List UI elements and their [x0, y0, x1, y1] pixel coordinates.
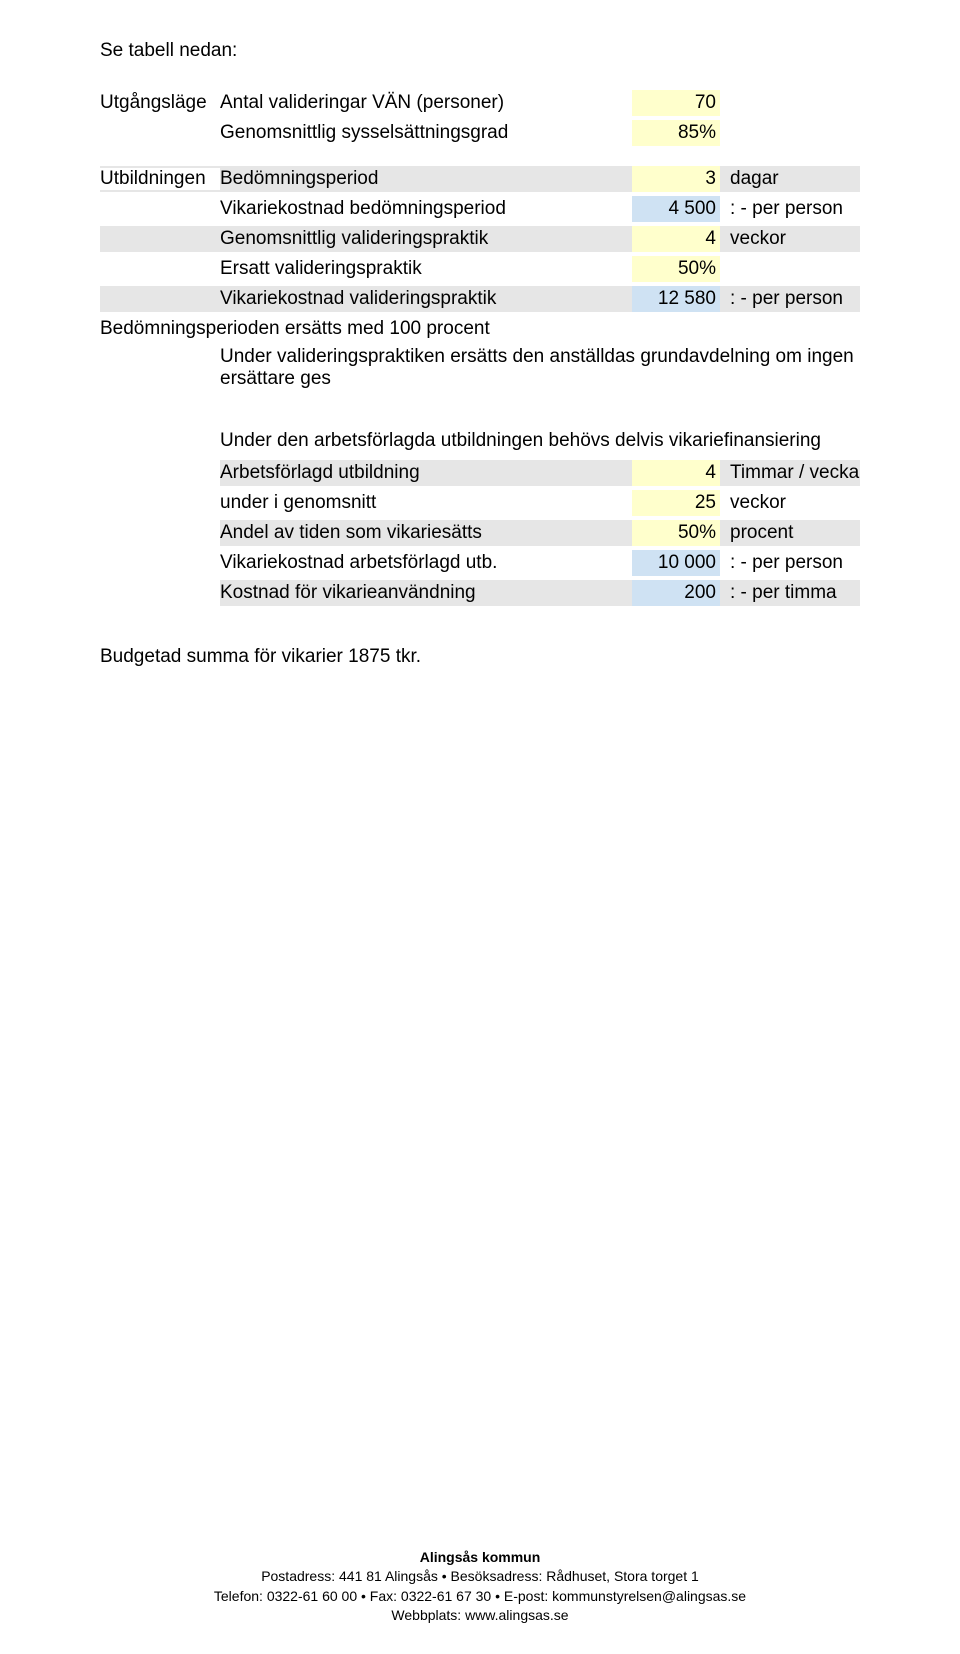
value-cell: 50% — [628, 520, 724, 546]
value-cell: 4 — [628, 460, 724, 486]
value-cell: 4 500 — [628, 196, 724, 222]
budget-line: Budgetad summa för vikarier 1875 tkr. — [100, 646, 860, 668]
note-text: Under valideringspraktiken ersätts den a… — [220, 346, 860, 390]
section3-intro: Under den arbetsförlagda utbildningen be… — [220, 430, 860, 452]
footer-line-4: Webbplats: www.alingsas.se — [0, 1606, 960, 1626]
value: 70 — [632, 90, 720, 116]
label: Kostnad för vikarieanvändning — [220, 582, 628, 604]
footer-line-3: Telefon: 0322-61 60 00 • Fax: 0322-61 67… — [0, 1587, 960, 1607]
label: Vikariekostnad bedömningsperiod — [220, 198, 628, 220]
value-cell: 85% — [628, 120, 724, 146]
suffix: : - per timma — [724, 582, 860, 604]
label: Bedömningsperiod — [220, 168, 628, 190]
value-cell: 25 — [628, 490, 724, 516]
value: 50% — [632, 520, 720, 546]
note-1: Bedömningsperioden ersätts med 100 proce… — [100, 318, 860, 340]
value: 10 000 — [632, 550, 720, 576]
suffix: : - per person — [724, 288, 860, 310]
label: Andel av tiden som vikariesätts — [220, 522, 628, 544]
value: 4 — [632, 226, 720, 252]
row-arbetsforlagd: Arbetsförlagd utbildning 4 Timmar / veck… — [220, 460, 860, 486]
value-cell: 50% — [628, 256, 724, 282]
value-cell: 70 — [628, 90, 724, 116]
row-andel-tid: Andel av tiden som vikariesätts 50% proc… — [220, 520, 860, 546]
row-sysselgrad: Genomsnittlig sysselsättningsgrad 85% — [100, 120, 860, 146]
row-kostnad-vikarie: Kostnad för vikarieanvändning 200 : - pe… — [220, 580, 860, 606]
suffix: veckor — [724, 492, 860, 514]
value: 12 580 — [632, 286, 720, 312]
footer: Alingsås kommun Postadress: 441 81 Aling… — [0, 1548, 960, 1626]
footer-line-2: Postadress: 441 81 Alingsås • Besöksadre… — [0, 1567, 960, 1587]
value-cell: 4 — [628, 226, 724, 252]
value-cell: 12 580 — [628, 286, 724, 312]
suffix: : - per person — [724, 552, 860, 574]
value-cell: 3 — [628, 166, 724, 192]
value: 4 — [632, 460, 720, 486]
row-vikarie-praktik: Vikariekostnad valideringspraktik 12 580… — [100, 286, 860, 312]
label: under i genomsnitt — [220, 492, 628, 514]
suffix: Timmar / vecka — [724, 462, 860, 484]
row-bedomning: Utbildningen Bedömningsperiod 3 dagar — [100, 166, 860, 192]
value: 25 — [632, 490, 720, 516]
label: Genomsnittlig sysselsättningsgrad — [220, 122, 628, 144]
group-label: Utbildningen — [100, 168, 220, 190]
suffix: : - per person — [724, 198, 860, 220]
section-3: Under den arbetsförlagda utbildningen be… — [220, 430, 860, 606]
group-label: Utgångsläge — [100, 92, 220, 114]
label: Arbetsförlagd utbildning — [220, 462, 628, 484]
row-under-genomsnitt: under i genomsnitt 25 veckor — [220, 490, 860, 516]
label: Vikariekostnad valideringspraktik — [220, 288, 628, 310]
suffix: veckor — [724, 228, 860, 250]
page: Se tabell nedan: Utgångsläge Antal valid… — [0, 0, 960, 1654]
row-vikarie-bedom: Vikariekostnad bedömningsperiod 4 500 : … — [100, 196, 860, 222]
row-antal-valideringar: Utgångsläge Antal valideringar VÄN (pers… — [100, 90, 860, 116]
value: 4 500 — [632, 196, 720, 222]
label: Antal valideringar VÄN (personer) — [220, 92, 628, 114]
note-2: Under valideringspraktiken ersätts den a… — [100, 346, 860, 390]
value-cell: 200 — [628, 580, 724, 606]
value: 3 — [632, 166, 720, 192]
suffix: dagar — [724, 168, 860, 190]
label: Vikariekostnad arbetsförlagd utb. — [220, 552, 628, 574]
heading: Se tabell nedan: — [100, 40, 860, 62]
value: 200 — [632, 580, 720, 606]
label: Genomsnittlig valideringspraktik — [220, 228, 628, 250]
suffix: procent — [724, 522, 860, 544]
value-cell: 10 000 — [628, 550, 724, 576]
row-valideringspraktik: Genomsnittlig valideringspraktik 4 vecko… — [100, 226, 860, 252]
footer-line-1: Alingsås kommun — [0, 1548, 960, 1568]
value: 50% — [632, 256, 720, 282]
row-vikarie-arbets: Vikariekostnad arbetsförlagd utb. 10 000… — [220, 550, 860, 576]
spacer — [100, 150, 860, 166]
value: 85% — [632, 120, 720, 146]
label: Ersatt valideringspraktik — [220, 258, 628, 280]
row-ersatt-praktik: Ersatt valideringspraktik 50% — [100, 256, 860, 282]
